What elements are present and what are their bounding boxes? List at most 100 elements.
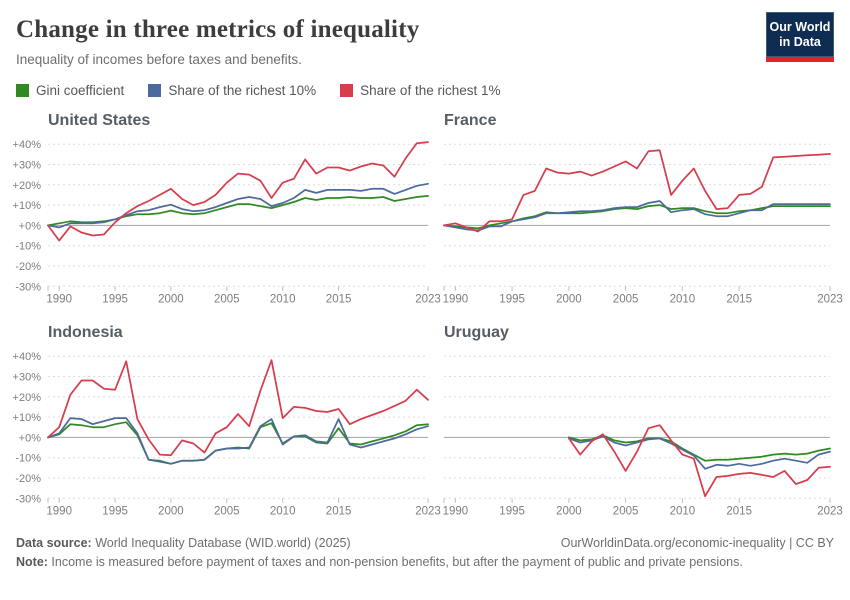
legend-item-share-of-the-richest-10-[interactable]: Share of the richest 10%: [148, 83, 316, 98]
svg-text:2023: 2023: [415, 505, 441, 517]
svg-text:2010: 2010: [270, 505, 296, 517]
y-axis: +40% +30% +20% +10% +0% -10% -20% -30%: [13, 139, 42, 293]
gridlines: [48, 143, 428, 287]
svg-text:2010: 2010: [670, 293, 696, 305]
svg-text:1995: 1995: [499, 505, 525, 517]
legend: Gini coefficient Share of the richest 10%…: [16, 83, 834, 98]
svg-text:1990: 1990: [443, 293, 469, 305]
svg-text:1995: 1995: [102, 505, 128, 517]
svg-text:+0%: +0%: [19, 432, 42, 444]
legend-swatch-icon: [148, 84, 162, 97]
footer-row-source: Data source: World Inequality Database (…: [16, 536, 834, 550]
series-line-share-of-the-richest-1-[interactable]: [47, 359, 429, 457]
x-axis: 1990 1995 2000 2005 2010 2015 2023: [46, 286, 441, 305]
svg-text:2000: 2000: [158, 505, 184, 517]
svg-text:2005: 2005: [613, 505, 639, 517]
chart-panel-united-states: United States 1990 1995 2000 2005 2010 2015 202…: [13, 106, 441, 310]
line-chart-uruguay: 1990 1995 2000 2005 2010 2015 2023: [443, 355, 843, 517]
series-line-share-of-the-richest-10-[interactable]: [443, 200, 831, 232]
svg-text:+10%: +10%: [13, 200, 42, 212]
chart-title: Indonesia: [48, 324, 123, 341]
svg-text:2015: 2015: [326, 293, 352, 305]
line-chart-france: 1990 1995 2000 2005 2010 2015 2023: [443, 143, 843, 305]
legend-item-gini-coefficient[interactable]: Gini coefficient: [16, 83, 124, 98]
footer: Data source: World Inequality Database (…: [16, 536, 834, 569]
svg-text:2023: 2023: [817, 505, 843, 517]
svg-text:2005: 2005: [214, 293, 240, 305]
legend-item-share-of-the-richest-1-[interactable]: Share of the richest 1%: [340, 83, 500, 98]
x-axis: 1990 1995 2000 2005 2010 2015 2023: [443, 286, 843, 305]
chart-panel-france: France 1990 1995 2000 2005 2010 2015 2023: [430, 106, 843, 310]
legend-swatch-icon: [340, 84, 354, 97]
series-line-gini-coefficient[interactable]: [568, 434, 831, 462]
chart-panel-indonesia: Indonesia 1990 1995 2000 2005 2010 2015 2023 +40…: [13, 318, 441, 522]
series-line-share-of-the-richest-10-[interactable]: [568, 435, 831, 470]
svg-text:+40%: +40%: [13, 139, 42, 151]
note-text: Income is measured before payment of tax…: [47, 555, 743, 569]
legend-label: Gini coefficient: [36, 83, 125, 98]
svg-text:1995: 1995: [499, 293, 525, 305]
series-line-share-of-the-richest-10-[interactable]: [47, 182, 429, 229]
owid-logo-line1: Our World: [769, 19, 831, 34]
series-line-share-of-the-richest-1-[interactable]: [47, 141, 429, 242]
data-source-label: Data source:: [16, 536, 92, 550]
line-chart-united-states: 1990 1995 2000 2005 2010 2015 2023 +40% +30% +20%…: [13, 139, 441, 305]
data-source-line: Data source: World Inequality Database (…: [16, 536, 351, 550]
chart-title: United States: [48, 112, 151, 129]
series-line-share-of-the-richest-1-[interactable]: [568, 424, 831, 498]
gridlines: [444, 355, 830, 499]
svg-text:2023: 2023: [817, 293, 843, 305]
svg-text:-30%: -30%: [15, 281, 41, 293]
note-label: Note:: [16, 555, 48, 569]
svg-text:+0%: +0%: [19, 220, 42, 232]
svg-text:+30%: +30%: [13, 372, 42, 384]
chart-title: Uruguay: [444, 324, 509, 341]
data-source-text: World Inequality Database (WID.world) (2…: [91, 536, 351, 550]
svg-text:-10%: -10%: [15, 241, 41, 253]
svg-text:1990: 1990: [443, 505, 469, 517]
svg-text:2023: 2023: [415, 293, 441, 305]
svg-text:1995: 1995: [102, 293, 128, 305]
svg-text:2010: 2010: [670, 505, 696, 517]
owid-logo-line2: in Data: [779, 34, 821, 49]
svg-text:2000: 2000: [556, 293, 582, 305]
svg-text:-20%: -20%: [15, 261, 41, 273]
owid-url-link[interactable]: OurWorldinData.org/economic-inequality: [560, 536, 786, 550]
footer-separator: |: [785, 536, 796, 550]
x-axis: 1990 1995 2000 2005 2010 2015 2023: [46, 498, 441, 517]
svg-text:+10%: +10%: [13, 412, 42, 424]
svg-text:-30%: -30%: [15, 493, 41, 505]
y-axis: +40% +30% +20% +10% +0% -10% -20% -30%: [13, 351, 42, 505]
svg-text:+30%: +30%: [13, 160, 42, 172]
svg-text:1990: 1990: [46, 293, 72, 305]
svg-text:2015: 2015: [326, 505, 352, 517]
x-axis: 1990 1995 2000 2005 2010 2015 2023: [443, 498, 843, 517]
chart-panel-uruguay: Uruguay 1990 1995 2000 2005 2010 2015 2023: [430, 318, 843, 522]
svg-text:2015: 2015: [726, 505, 752, 517]
svg-text:2005: 2005: [613, 293, 639, 305]
svg-text:-10%: -10%: [15, 453, 41, 465]
series-line-gini-coefficient[interactable]: [47, 421, 429, 465]
series-line-share-of-the-richest-1-[interactable]: [443, 149, 831, 233]
svg-text:+40%: +40%: [13, 351, 42, 363]
header-titles: Change in three metrics of inequality In…: [16, 12, 419, 83]
header: Change in three metrics of inequality In…: [16, 12, 834, 83]
footer-right: OurWorldinData.org/economic-inequality |…: [561, 536, 834, 550]
svg-text:2010: 2010: [270, 293, 296, 305]
chart-grid: United States 1990 1995 2000 2005 2010 2015 202…: [13, 106, 843, 522]
page-title: Change in three metrics of inequality: [16, 16, 420, 43]
svg-text:2000: 2000: [158, 293, 184, 305]
owid-logo[interactable]: Our World in Data: [766, 12, 834, 62]
series-line-gini-coefficient[interactable]: [47, 195, 429, 227]
gridlines: [444, 143, 830, 287]
series-line-share-of-the-richest-10-[interactable]: [47, 417, 429, 465]
legend-label: Share of the richest 1%: [360, 83, 501, 98]
svg-text:2015: 2015: [726, 293, 752, 305]
page-subtitle: Inequality of incomes before taxes and b…: [16, 52, 302, 67]
footer-row-note: Note: Income is measured before payment …: [16, 555, 834, 569]
svg-text:1990: 1990: [46, 505, 72, 517]
owid-chart-page: Change in three metrics of inequality In…: [13, 12, 843, 569]
svg-text:2000: 2000: [556, 505, 582, 517]
svg-text:-20%: -20%: [15, 473, 41, 485]
line-chart-indonesia: 1990 1995 2000 2005 2010 2015 2023 +40% +30% +20%…: [13, 351, 441, 517]
